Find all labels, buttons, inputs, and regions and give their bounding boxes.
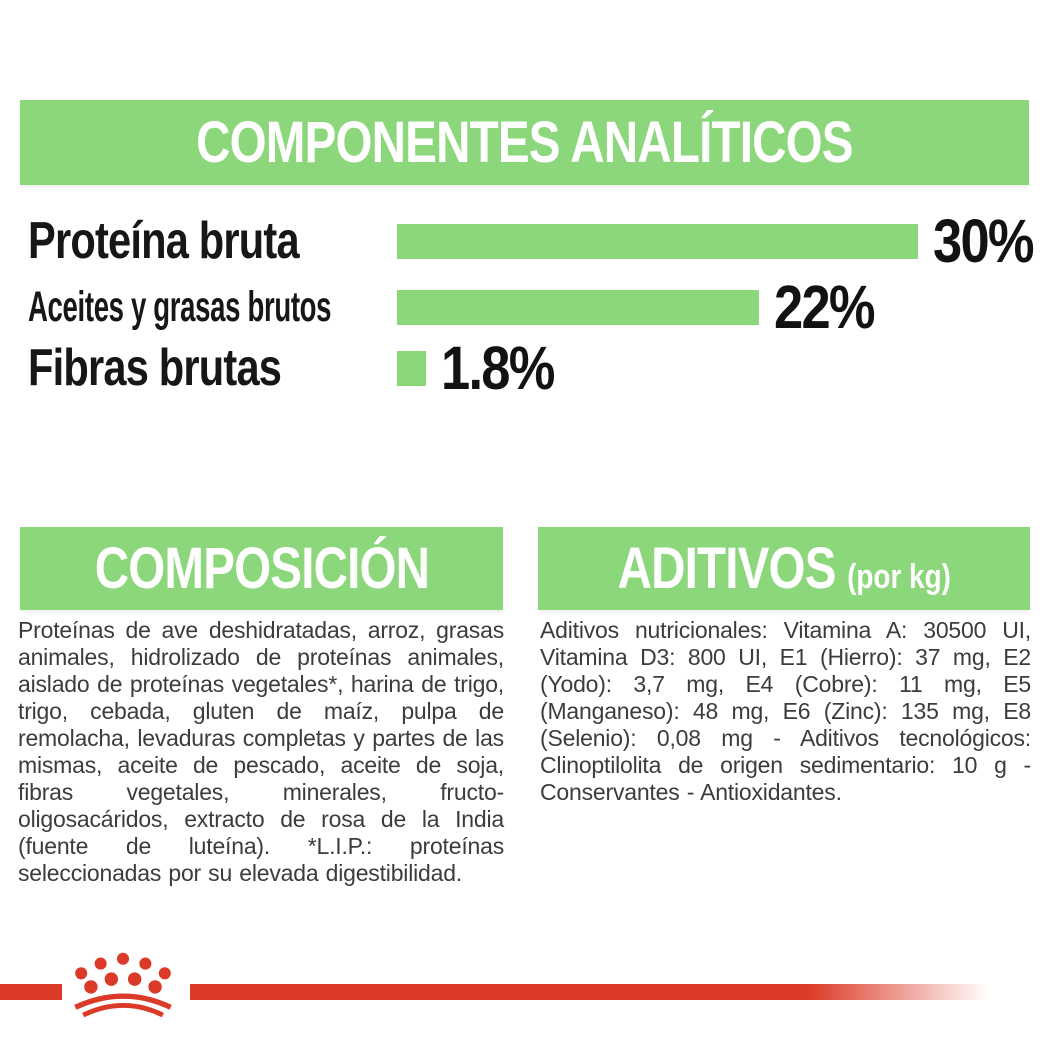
- fibre-label: Fibras brutas: [28, 339, 282, 397]
- fibre-value: 1.8%: [441, 334, 555, 402]
- composition-title: COMPOSICIÓN: [94, 536, 429, 601]
- chart-row-fats: Aceites y grasas brutos 22%: [28, 272, 890, 342]
- fats-label: Aceites y grasas brutos: [28, 282, 332, 331]
- royal-canin-crown-logo: [62, 949, 184, 1019]
- footer-stripe-right: [190, 984, 1049, 1000]
- composition-body: Proteínas de ave deshidratadas, arroz, g…: [18, 617, 504, 886]
- fats-bar: [397, 289, 759, 325]
- fats-value: 22%: [774, 273, 876, 341]
- additives-banner: ADITIVOS (por kg): [538, 527, 1030, 610]
- protein-label: Proteína bruta: [28, 212, 300, 270]
- protein-value: 30%: [933, 207, 1035, 275]
- chart-row-protein: Proteína bruta 30%: [28, 206, 1049, 276]
- additives-body: Aditivos nutricionales: Vitamina A: 3050…: [540, 617, 1031, 805]
- composition-banner: COMPOSICIÓN: [20, 527, 503, 610]
- additives-title: ADITIVOS: [617, 536, 836, 601]
- analytical-components-banner: COMPONENTES ANALÍTICOS: [20, 100, 1029, 185]
- additives-title-suffix: (por kg): [846, 558, 951, 596]
- chart-row-fibre: Fibras brutas 1.8%: [28, 333, 572, 403]
- protein-bar: [397, 223, 918, 259]
- footer-stripe-left: [0, 984, 62, 1000]
- fibre-bar: [397, 350, 426, 386]
- analytical-components-title: COMPONENTES ANALÍTICOS: [196, 110, 853, 175]
